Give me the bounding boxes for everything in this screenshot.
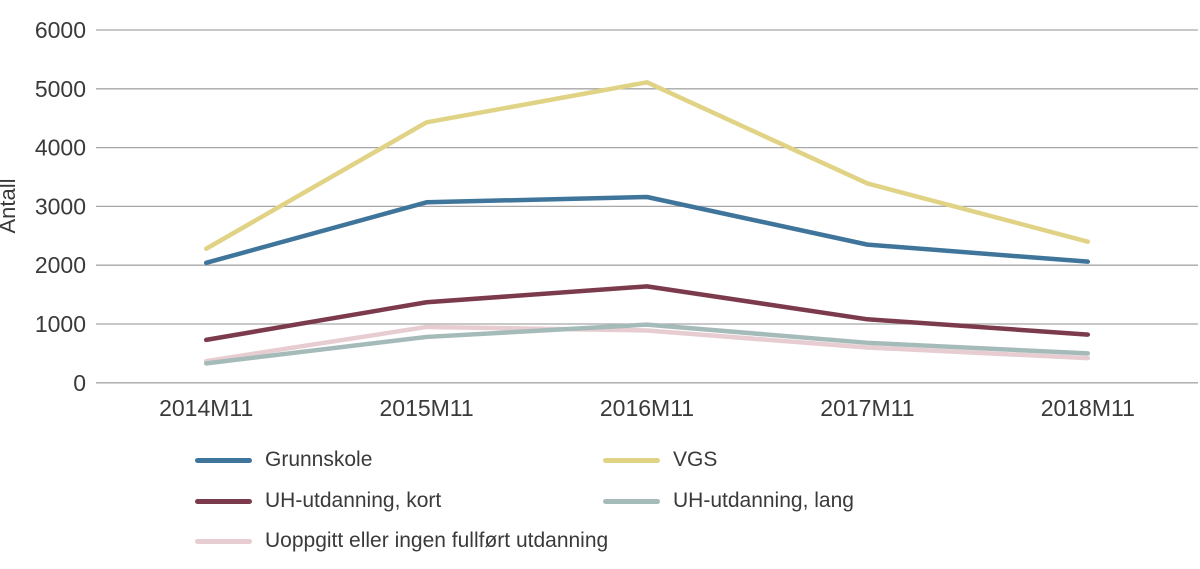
y-axis-title: Antall — [0, 178, 20, 233]
y-tick-label-3000: 3000 — [35, 193, 86, 219]
series-line-uh-utdanning-lang — [203, 322, 1091, 366]
legend-label-uh-utdanning-kort: UH-utdanning, kort — [265, 489, 442, 512]
y-tick-label-5000: 5000 — [35, 76, 86, 102]
y-tick-label-1000: 1000 — [35, 311, 86, 337]
legend-label-grunnskole: Grunnskole — [265, 448, 373, 471]
legend-item-grunnskole: Grunnskole — [195, 448, 372, 472]
series-line-grunnskole — [203, 194, 1091, 266]
x-axis-label-2014M11: 2014M11 — [159, 395, 253, 421]
x-axis-label-2018M11: 2018M11 — [1041, 395, 1135, 421]
legend-item-uoppgitt: Uoppgitt eller ingen fullført utdanning — [195, 529, 608, 553]
x-axis-label-2015M11: 2015M11 — [379, 395, 473, 421]
legend-swatch-grunnskole — [195, 457, 252, 463]
legend-item-vgs: VGS — [603, 448, 717, 472]
x-axis-label-2016M11: 2016M11 — [600, 395, 694, 421]
legend-item-uh-utdanning-kort: UH-utdanning, kort — [195, 489, 441, 513]
legend-swatch-uh-utdanning-lang — [603, 498, 660, 504]
series-line-uoppgitt-eller-ingen-fullfort-utdanning — [203, 324, 1091, 364]
y-tick-label-2000: 2000 — [35, 252, 86, 278]
y-tick-label-6000: 6000 — [35, 17, 86, 43]
x-axis-label-2017M11: 2017M11 — [820, 395, 914, 421]
legend-swatch-vgs — [603, 457, 660, 463]
legend-swatch-uh-utdanning-kort — [195, 498, 252, 504]
series-line-vgs — [203, 80, 1091, 251]
y-tick-label-4000: 4000 — [35, 135, 86, 161]
y-tick-label-0: 0 — [73, 370, 86, 396]
legend-label-vgs: VGS — [673, 448, 718, 471]
legend-swatch-uoppgitt — [195, 538, 252, 544]
legend-label-uoppgitt: Uoppgitt eller ingen fullført utdanning — [265, 529, 609, 552]
legend-label-uh-utdanning-lang: UH-utdanning, lang — [673, 489, 854, 512]
series-line-uh-utdanning-kort — [203, 284, 1091, 343]
legend-item-uh-utdanning-lang: UH-utdanning, lang — [603, 489, 854, 513]
